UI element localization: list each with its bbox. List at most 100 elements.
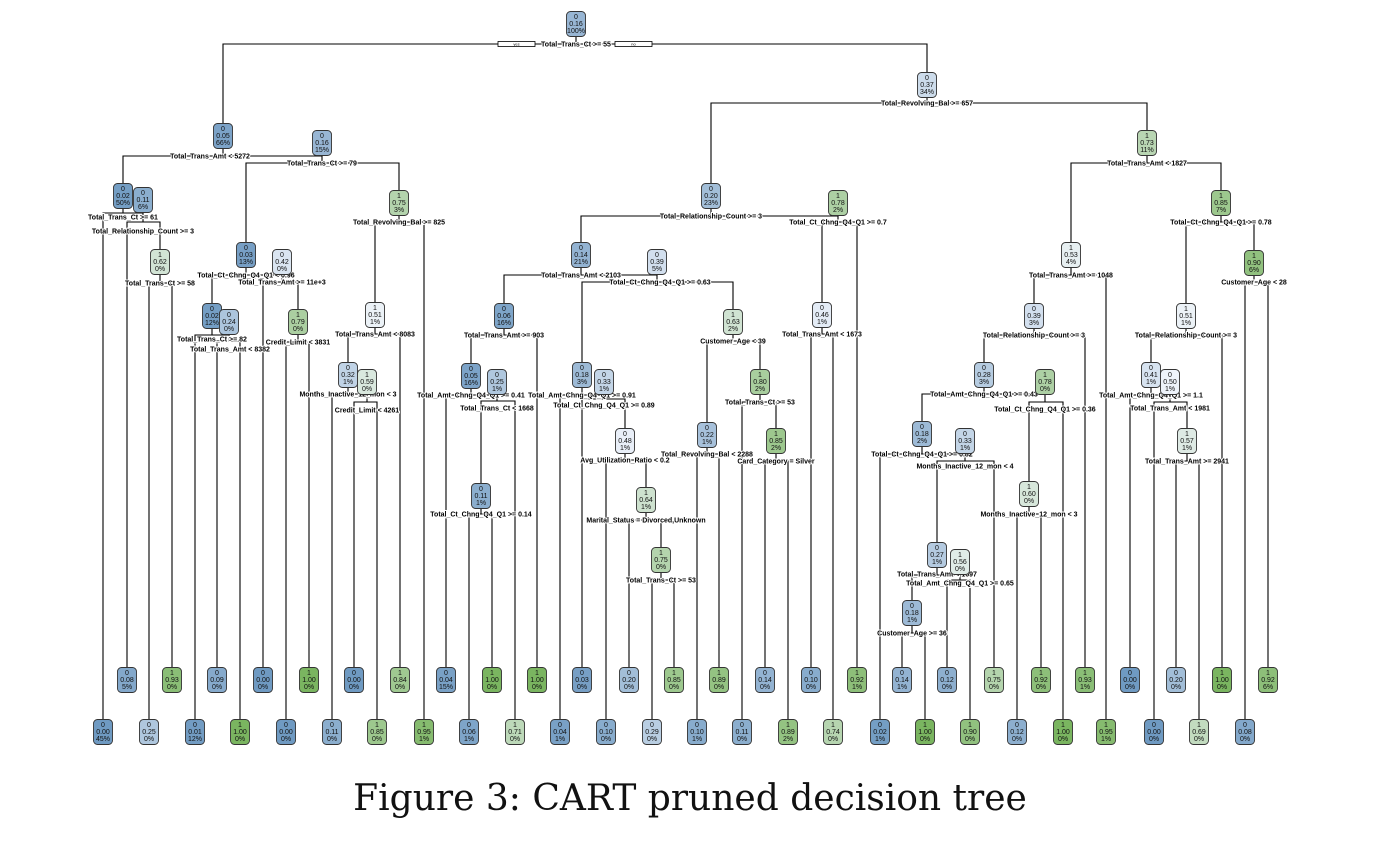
node-class: 0: [215, 670, 219, 677]
node-probability: 0.33: [958, 438, 972, 445]
split-condition: Customer_Age >= 36: [877, 631, 947, 638]
node-box: [870, 719, 890, 745]
node-box: [594, 369, 614, 395]
split-condition: Total_Ct_Chng_Q4_Q1 >= 0.78: [1170, 220, 1272, 227]
node-probability: 0.78: [1038, 379, 1052, 386]
node-percent: 2%: [833, 207, 843, 214]
node-class: 0: [935, 545, 939, 552]
node-class: 0: [125, 670, 129, 677]
tree-edge: [1071, 274, 1107, 720]
node-class: 1: [1145, 133, 1149, 140]
tree-edge: [628, 519, 646, 668]
tree-node-leaf: 00.120%: [1007, 719, 1027, 745]
node-box: [113, 183, 133, 209]
node-class: 1: [836, 193, 840, 200]
node-percent: 1%: [419, 736, 429, 743]
tree-edge: [347, 333, 375, 363]
no-marker-label: no: [631, 41, 636, 46]
node-box: [367, 719, 387, 745]
node-percent: 1%: [1165, 386, 1175, 393]
node-percent: 0%: [965, 736, 975, 743]
split-condition: Total_Ct_Chng_Q4_Q1 >= 0.36: [994, 407, 1096, 414]
node-box: [527, 667, 547, 693]
node-percent: 45%: [96, 736, 110, 743]
tree-node-leaf: 10.890%: [709, 667, 729, 693]
node-percent: 0%: [624, 684, 634, 691]
tree-node-internal: 10.790%: [288, 309, 308, 335]
tree-edge: [661, 579, 675, 668]
node-box: [390, 667, 410, 693]
node-percent: 0%: [258, 684, 268, 691]
node-class: 0: [740, 722, 744, 729]
node-box: [1177, 428, 1197, 454]
tree-node-leaf: 00.000%: [253, 667, 273, 693]
split-condition: Total_Relationship_Count >= 3: [660, 214, 762, 221]
node-percent: 0%: [212, 684, 222, 691]
node-probability: 0.11: [735, 729, 748, 736]
split-condition: Total_Trans_Amt < 1827: [1107, 161, 1187, 168]
tree-node-internal: 00.321%: [338, 362, 358, 388]
node-percent: 0%: [327, 736, 337, 743]
tree-edge: [696, 453, 707, 720]
split-condition: Total_Ct_Chng_Q4_Q1 >= 0.7: [789, 220, 887, 227]
tree-node-leaf: 11.000%: [299, 667, 319, 693]
node-class: 1: [422, 722, 426, 729]
node-probability: 0.51: [368, 312, 382, 319]
node-percent: 2%: [728, 326, 738, 333]
node-probability: 0.04: [439, 677, 453, 684]
node-box: [312, 130, 332, 156]
tree-edge: [399, 221, 425, 720]
split-condition: Total_Trans_Amt < 5272: [170, 154, 250, 161]
split-condition: Total_Trans_Ct >= 53: [725, 400, 795, 407]
node-box: [750, 369, 770, 395]
node-probability: 0.95: [417, 729, 431, 736]
node-percent: 0%: [647, 736, 657, 743]
tree-node-leaf: 00.110%: [322, 719, 342, 745]
node-probability: 0.12: [1010, 729, 1024, 736]
node-probability: 0.93: [165, 677, 179, 684]
split-condition: Total_Amt_Chng_Q4_Q1 >= 0.65: [906, 581, 1014, 588]
split-condition: Total_Amt_Chng_Q4_Q1 >= 0.43: [930, 392, 1038, 399]
split-condition: Total_Amt_Chng_Q4_Q1 >= 0.41: [417, 393, 525, 400]
tree-edge: [1244, 281, 1254, 720]
node-percent: 0%: [349, 684, 359, 691]
node-percent: 5%: [652, 266, 662, 273]
tree-edge: [102, 212, 123, 720]
tree-edge: [1033, 274, 1071, 304]
tree-edge: [983, 334, 1034, 363]
node-percent: 1%: [1080, 684, 1090, 691]
tree-edge: [776, 460, 789, 720]
tree-node-leaf: 10.840%: [390, 667, 410, 693]
node-percent: 0%: [1171, 684, 1181, 691]
node-box: [902, 600, 922, 626]
node-percent: 1%: [555, 736, 565, 743]
tree-edge: [1070, 162, 1147, 243]
tree-node-leaf: 00.120%: [937, 667, 957, 693]
tree-node-internal: 10.600%: [1019, 481, 1039, 507]
node-percent: 7%: [1216, 207, 1226, 214]
node-box: [912, 421, 932, 447]
tree-node-leaf: 10.690%: [1189, 719, 1209, 745]
node-probability: 0.71: [508, 729, 522, 736]
node-probability: 0.93: [1078, 677, 1092, 684]
node-class: 1: [1266, 670, 1270, 677]
tree-edge: [229, 340, 241, 720]
node-class: 0: [705, 425, 709, 432]
tree-node-leaf: 00.000%: [344, 667, 364, 693]
node-box: [801, 667, 821, 693]
tree-node-internal: 00.251%: [487, 369, 507, 395]
node-box: [436, 667, 456, 693]
split-condition: Total_Ct_Chng_Q4_Q1 >= 0.82: [871, 452, 973, 459]
node-class: 0: [244, 245, 248, 252]
node-percent: 0%: [224, 326, 234, 333]
split-condition: Total_Trans_Amt >= 1048: [1029, 273, 1113, 280]
node-probability: 0.20: [1169, 677, 1183, 684]
node-class: 0: [579, 245, 583, 252]
tree-edge: [1254, 281, 1269, 668]
node-probability: 0.56: [953, 559, 967, 566]
node-probability: 0.69: [1192, 729, 1206, 736]
node-box: [276, 719, 296, 745]
node-box: [230, 719, 250, 745]
node-probability: 0.57: [1180, 438, 1194, 445]
node-class: 0: [580, 365, 584, 372]
